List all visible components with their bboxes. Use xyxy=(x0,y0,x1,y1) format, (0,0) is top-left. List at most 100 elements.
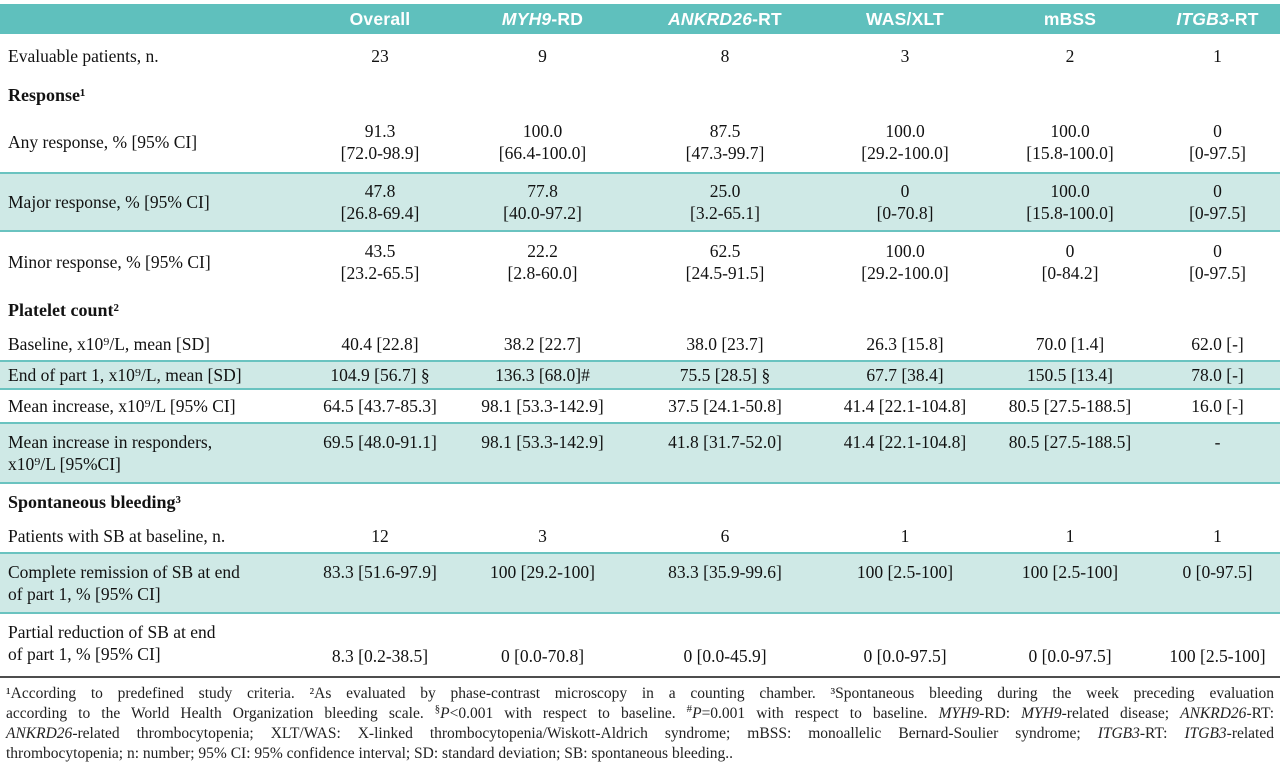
data-cell: 0 [0-97.5] xyxy=(1189,241,1246,283)
table-row: Partial reduction of SB at end of part 1,… xyxy=(0,614,1280,676)
clinical-results-table: Overall MYH9-RD ANKRD26-RT WAS/XLT mBSS ITGB3… xyxy=(0,4,1280,764)
row-label: Complete remission of SB at end of part 1… xyxy=(0,554,300,605)
data-cell: 100.0 [66.4-100.0] xyxy=(498,121,587,163)
data-cell: 3 xyxy=(900,46,910,66)
row-label: Mean increase, x10⁹/L [95% CI] xyxy=(8,396,236,416)
data-cell: 26.3 [15.8] xyxy=(866,334,944,354)
data-cell: 100.0 [15.8-100.0] xyxy=(1026,121,1114,163)
section-row: Platelet count² xyxy=(8,300,119,320)
data-cell: 0 [0-84.2] xyxy=(1041,241,1099,283)
data-cell: 62.0 [-] xyxy=(1191,334,1244,354)
table-body: Evaluable patients, n. 23 9 8 3 2 1 Response¹ An… xyxy=(0,34,1280,676)
data-cell: 1 xyxy=(900,526,910,546)
row-label: Major response, % [95% CI] xyxy=(8,192,210,212)
data-cell: 23 xyxy=(371,46,389,66)
table-row: Any response, % [95% CI] 91.3 [72.0-98.9] 1… xyxy=(0,112,1280,172)
data-cell: 83.3 [51.6-97.9] xyxy=(323,562,437,582)
table-row: Minor response, % [95% CI] 43.5 [23.2-65.5… xyxy=(0,232,1280,292)
row-label-line2: of part 1, % [95% CI] xyxy=(8,644,161,664)
data-cell: 0 [0.0-97.5] xyxy=(863,646,947,666)
data-cell: 3 xyxy=(538,526,547,546)
data-cell: 100.0 [15.8-100.0] xyxy=(1026,181,1114,223)
table-row: End of part 1, x10⁹/L, mean [SD] 104.9 [5… xyxy=(0,360,1280,390)
data-cell: 43.5 [23.2-65.5] xyxy=(340,241,420,283)
footnote-divider xyxy=(0,676,1280,678)
data-cell: - xyxy=(1214,432,1221,452)
data-cell: 80.5 [27.5-188.5] xyxy=(1008,432,1132,452)
table-row: Major response, % [95% CI] 47.8 [26.8-69.4… xyxy=(0,172,1280,232)
table-row: Baseline, x10⁹/L, mean [SD] 40.4 [22.8] 38… xyxy=(0,328,1280,360)
row-label: Minor response, % [95% CI] xyxy=(8,252,211,272)
row-label: Baseline, x10⁹/L, mean [SD] xyxy=(8,334,210,354)
data-cell: 8.3 [0.2-38.5] xyxy=(331,646,429,666)
data-cell: 100 [2.5-100] xyxy=(1169,646,1266,666)
row-label: Evaluable patients, n. xyxy=(8,46,159,66)
table-header: Overall MYH9-RD ANKRD26-RT WAS/XLT mBSS ITGB3… xyxy=(0,4,1280,34)
data-cell: 16.0 [-] xyxy=(1191,396,1244,416)
footnotes: ¹According to predefined study criteria.… xyxy=(0,678,1280,764)
column-header: WAS/XLT xyxy=(866,8,944,29)
table-row: Mean increase, x10⁹/L [95% CI] 64.5 [43.7… xyxy=(0,390,1280,422)
data-cell: 0 [0-70.8] xyxy=(876,181,934,223)
column-header: MYH9-RD xyxy=(501,8,584,29)
column-header: ITGB3-RT xyxy=(1176,8,1259,29)
data-cell: 75.5 [28.5] § xyxy=(679,365,771,385)
data-cell: 136.3 [68.0]# xyxy=(495,365,590,385)
row-label: Partial reduction of SB at end of part 1,… xyxy=(0,614,300,665)
table-row: Mean increase in responders, x10⁹/L [95%C… xyxy=(0,422,1280,484)
data-cell: 38.0 [23.7] xyxy=(686,334,764,354)
footnote-line: according to the World Health Organizati… xyxy=(6,702,1275,722)
data-cell: 100 [2.5-100] xyxy=(856,562,954,582)
table-row: Patients with SB at baseline, n. 12 3 6 1 1 1 xyxy=(0,520,1280,552)
column-header: mBSS xyxy=(1043,8,1097,29)
column-header: Overall xyxy=(349,8,411,29)
data-cell: 25.0 [3.2-65.1] xyxy=(690,181,760,223)
data-cell: 150.5 [13.4] xyxy=(1026,365,1114,385)
data-cell: 104.9 [56.7] § xyxy=(330,365,430,385)
data-cell: 100 [2.5-100] xyxy=(1021,562,1119,582)
row-label: Any response, % [95% CI] xyxy=(8,132,198,152)
footnote-line: ANKRD26-related thrombocytopenia; XLT/WA… xyxy=(6,725,1274,742)
data-cell: 12 xyxy=(371,526,389,546)
data-cell: 6 xyxy=(720,526,730,546)
section-row: Response¹ xyxy=(8,85,86,105)
data-cell: 37.5 [24.1-50.8] xyxy=(668,396,782,416)
data-cell: 98.1 [53.3-142.9] xyxy=(481,396,604,416)
data-cell: 69.5 [48.0-91.1] xyxy=(323,432,437,452)
data-cell: 22.2 [2.8-60.0] xyxy=(507,241,578,283)
table-row: Evaluable patients, n. 23 9 8 3 2 1 xyxy=(0,34,1280,78)
data-cell: 67.7 [38.4] xyxy=(866,365,944,385)
data-cell: 38.2 [22.7] xyxy=(503,334,582,354)
column-header: ANKRD26-RT xyxy=(668,8,782,29)
data-cell: 41.4 [22.1-104.8] xyxy=(843,396,967,416)
data-cell: 1 xyxy=(1065,526,1075,546)
row-label: End of part 1, x10⁹/L, mean [SD] xyxy=(8,365,242,385)
data-cell: 70.0 [1.4] xyxy=(1035,334,1105,354)
data-cell: 0 [0-97.5] xyxy=(1189,121,1246,163)
footnote-line: ¹According to predefined study criteria.… xyxy=(6,685,1274,702)
row-label: Patients with SB at baseline, n. xyxy=(8,526,226,546)
data-cell: 1 xyxy=(1213,46,1222,66)
data-cell: 100.0 [29.2-100.0] xyxy=(861,241,949,283)
section-row: Spontaneous bleeding³ xyxy=(8,492,181,512)
data-cell: 64.5 [43.7-85.3] xyxy=(323,396,437,416)
data-cell: 40.4 [22.8] xyxy=(341,334,419,354)
row-label-line2: of part 1, % [95% CI] xyxy=(8,584,161,604)
data-cell: 100 [29.2-100] xyxy=(490,562,595,582)
data-cell: 62.5 [24.5-91.5] xyxy=(685,241,765,283)
data-cell: 77.8 [40.0-97.2] xyxy=(503,181,582,223)
table-row: Complete remission of SB at end of part 1… xyxy=(0,552,1280,614)
data-cell: 87.5 [47.3-99.7] xyxy=(685,121,765,163)
data-cell: 0 [0.0-70.8] xyxy=(500,646,585,666)
data-cell: 47.8 [26.8-69.4] xyxy=(340,181,420,223)
data-cell: 41.8 [31.7-52.0] xyxy=(668,432,782,452)
footnote-line: thrombocytopenia; n: number; 95% CI: 95%… xyxy=(6,745,734,762)
data-cell: 78.0 [-] xyxy=(1191,365,1244,385)
data-cell: 9 xyxy=(538,46,547,66)
data-cell: 0 [0.0-97.5] xyxy=(1028,646,1112,666)
data-cell: 98.1 [53.3-142.9] xyxy=(481,432,604,452)
data-cell: 41.4 [22.1-104.8] xyxy=(843,432,967,452)
data-cell: 100.0 [29.2-100.0] xyxy=(861,121,949,163)
row-label: Mean increase in responders, x10⁹/L [95%C… xyxy=(0,424,300,475)
data-cell: 91.3 [72.0-98.9] xyxy=(340,121,420,163)
